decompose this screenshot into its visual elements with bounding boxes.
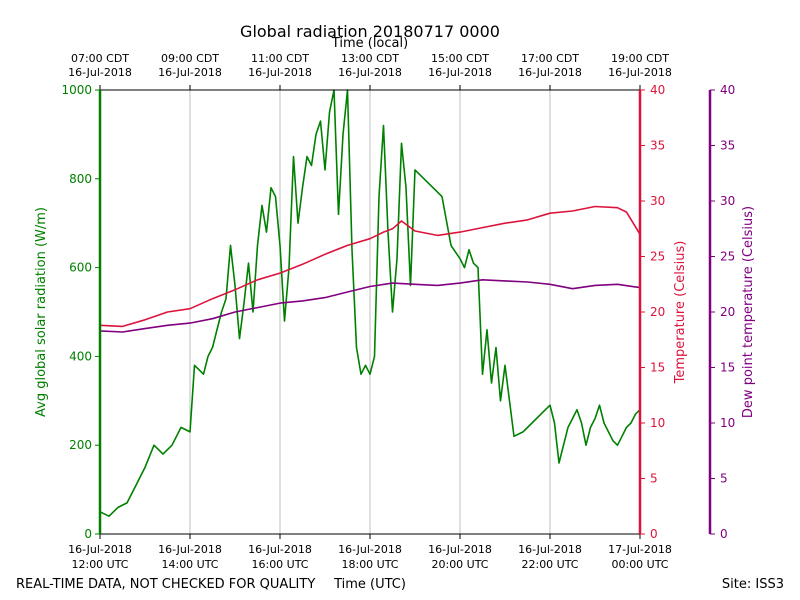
bottom-tick-date: 16-Jul-2018	[248, 543, 312, 556]
top-tick-date: 16-Jul-2018	[518, 66, 582, 79]
dewpoint-tick-label: 40	[720, 83, 735, 97]
dewpoint-tick-label: 10	[720, 416, 735, 430]
dewpoint-tick-label: 20	[720, 305, 735, 319]
site-label: Site: ISS3	[722, 577, 784, 592]
left-tick-label: 800	[69, 172, 92, 186]
top-tick-date: 16-Jul-2018	[248, 66, 312, 79]
dewpoint-tick-label: 0	[720, 527, 728, 541]
top-tick-time: 13:00 CDT	[341, 52, 399, 65]
bottom-tick-time: 00:00 UTC	[611, 558, 668, 571]
top-tick-date: 16-Jul-2018	[338, 66, 402, 79]
temperature-tick-label: 10	[650, 416, 665, 430]
footer-left-note: REAL-TIME DATA, NOT CHECKED FOR QUALITY	[16, 577, 315, 592]
top-tick-time: 15:00 CDT	[431, 52, 489, 65]
bottom-tick-date: 16-Jul-2018	[158, 543, 222, 556]
bottom-tick-time: 12:00 UTC	[71, 558, 128, 571]
top-tick-time: 17:00 CDT	[521, 52, 579, 65]
bottom-tick-date: 16-Jul-2018	[68, 543, 132, 556]
top-tick-time: 11:00 CDT	[251, 52, 309, 65]
dewpoint-tick-label: 5	[720, 472, 728, 486]
top-tick-date: 16-Jul-2018	[68, 66, 132, 79]
top-tick-date: 16-Jul-2018	[428, 66, 492, 79]
grid-lines	[189, 90, 551, 534]
left-tick-label: 400	[69, 349, 92, 363]
tick-labels: 16-Jul-2018 12:00 UTC 16-Jul-2018 14:00 UTC…	[34, 52, 756, 571]
bottom-tick-time: 18:00 UTC	[341, 558, 398, 571]
x-axis-label: Time (UTC)	[333, 577, 406, 592]
bottom-tick-date: 17-Jul-2018	[608, 543, 672, 556]
series-line-right1	[99, 205, 641, 328]
left-tick-label: 0	[84, 527, 92, 541]
temperature-tick-label: 35	[650, 139, 665, 153]
left-tick-label: 600	[69, 261, 92, 275]
temperature-tick-label: 25	[650, 250, 665, 264]
left-tick-label: 200	[69, 438, 92, 452]
series-line-left	[99, 89, 641, 518]
temperature-axis-label: Temperature (Celsius)	[673, 241, 688, 385]
top-tick-time: 19:00 CDT	[611, 52, 669, 65]
series-line-right2	[99, 278, 641, 333]
temperature-tick-label: 0	[650, 527, 658, 541]
temperature-tick-label: 5	[650, 472, 658, 486]
bottom-tick-date: 16-Jul-2018	[428, 543, 492, 556]
bottom-tick-time: 22:00 UTC	[521, 558, 578, 571]
top-tick-time: 07:00 CDT	[71, 52, 129, 65]
dewpoint-tick-label: 30	[720, 194, 735, 208]
bottom-tick-time: 20:00 UTC	[431, 558, 488, 571]
top-tick-time: 09:00 CDT	[161, 52, 219, 65]
dewpoint-tick-label: 35	[720, 139, 735, 153]
bottom-tick-date: 16-Jul-2018	[338, 543, 402, 556]
top-axis-label: Time (local)	[331, 36, 408, 51]
temperature-tick-label: 40	[650, 83, 665, 97]
temperature-tick-label: 20	[650, 305, 665, 319]
dewpoint-axis-label: Dew point temperature (Celsius)	[741, 206, 756, 418]
temperature-tick-label: 15	[650, 361, 665, 375]
bottom-tick-date: 16-Jul-2018	[518, 543, 582, 556]
series-lines	[99, 89, 641, 518]
dewpoint-tick-label: 15	[720, 361, 735, 375]
axes	[98, 89, 712, 535]
left-axis-label: Avg global solar radiation (W/m)	[34, 207, 49, 417]
dewpoint-tick-label: 25	[720, 250, 735, 264]
left-tick-label: 1000	[61, 83, 92, 97]
top-tick-date: 16-Jul-2018	[158, 66, 222, 79]
bottom-tick-time: 14:00 UTC	[161, 558, 218, 571]
bottom-tick-time: 16:00 UTC	[251, 558, 308, 571]
chart-title: Global radiation 20180717 0000	[240, 22, 500, 41]
temperature-tick-label: 30	[650, 194, 665, 208]
top-tick-date: 16-Jul-2018	[608, 66, 672, 79]
